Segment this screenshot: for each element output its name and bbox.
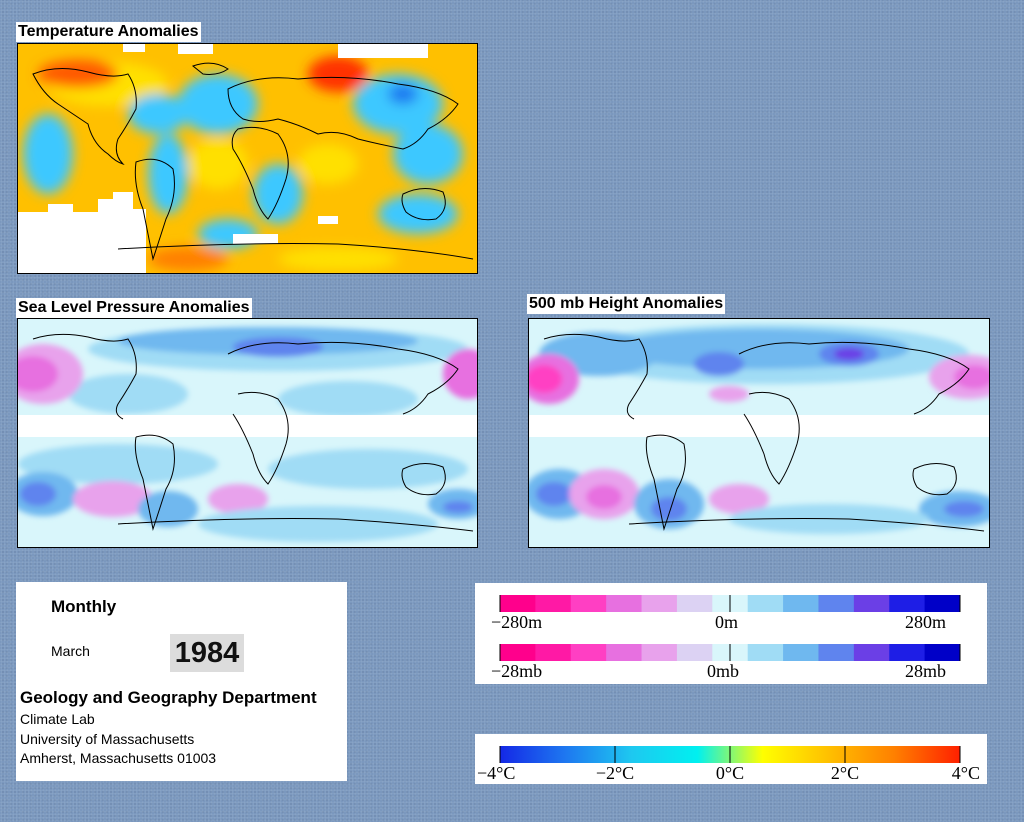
month-label: March (51, 643, 90, 659)
height-min-label: −280m (491, 612, 542, 632)
pressure-swatch (924, 644, 961, 661)
pressure-swatch (676, 644, 713, 661)
pressure-swatch (783, 644, 819, 661)
department-name: Geology and Geography Department (20, 688, 317, 707)
slp-title: Sea Level Pressure Anomalies (16, 298, 252, 318)
year-label: 1984 (170, 634, 244, 672)
height-center-label: 0m (715, 612, 738, 632)
height-swatch (570, 595, 607, 612)
temperature-anomaly-map (17, 43, 478, 274)
pressure-swatch (853, 644, 890, 661)
height-swatch (500, 595, 536, 612)
height-swatch (676, 595, 713, 612)
university-name: University of Massachusetts (20, 731, 195, 747)
info-box: Monthly March 1984 Geology and Geography… (16, 582, 347, 781)
pressure-swatch (570, 644, 607, 661)
height-swatch (641, 595, 678, 612)
height-swatch (747, 595, 784, 612)
temperature-tick-label: 2°C (831, 763, 859, 783)
height-swatch (853, 595, 890, 612)
pressure-swatch (500, 644, 536, 661)
frequency-label: Monthly (51, 597, 117, 616)
height-max-label: 280m (905, 612, 946, 632)
pressure-swatch (535, 644, 572, 661)
height-swatch (924, 595, 961, 612)
height-swatch (606, 595, 643, 612)
lab-name: Climate Lab (20, 711, 95, 727)
temperature-tick-label: 0°C (716, 763, 744, 783)
pressure-max-label: 28mb (905, 661, 946, 681)
height500-title: 500 mb Height Anomalies (527, 294, 726, 314)
height-swatch (783, 595, 819, 612)
temperature-tick-label: 4°C (952, 763, 980, 783)
temperature-tick-label: −4°C (477, 763, 515, 783)
height-swatch (889, 595, 926, 612)
height-swatch (818, 595, 855, 612)
address-line: Amherst, Massachusetts 01003 (20, 750, 217, 766)
height-color-scale (499, 595, 961, 612)
height500-anomaly-map (528, 318, 990, 548)
pressure-swatch (889, 644, 926, 661)
temperature-title: Temperature Anomalies (16, 22, 201, 42)
temperature-legend: −4°C −2°C 0°C 2°C 4°C (475, 734, 987, 784)
slp-anomaly-map (17, 318, 478, 548)
pressure-min-label: −28mb (491, 661, 542, 681)
temperature-tick-label: −2°C (596, 763, 634, 783)
pressure-swatch (747, 644, 784, 661)
pressure-swatch (818, 644, 855, 661)
pressure-center-label: 0mb (707, 661, 739, 681)
height-pressure-legend: −280m 0m 280m −28mb 0mb 28mb (475, 583, 987, 684)
pressure-color-scale (499, 644, 961, 661)
pressure-swatch (641, 644, 678, 661)
pressure-swatch (606, 644, 643, 661)
height-swatch (535, 595, 572, 612)
